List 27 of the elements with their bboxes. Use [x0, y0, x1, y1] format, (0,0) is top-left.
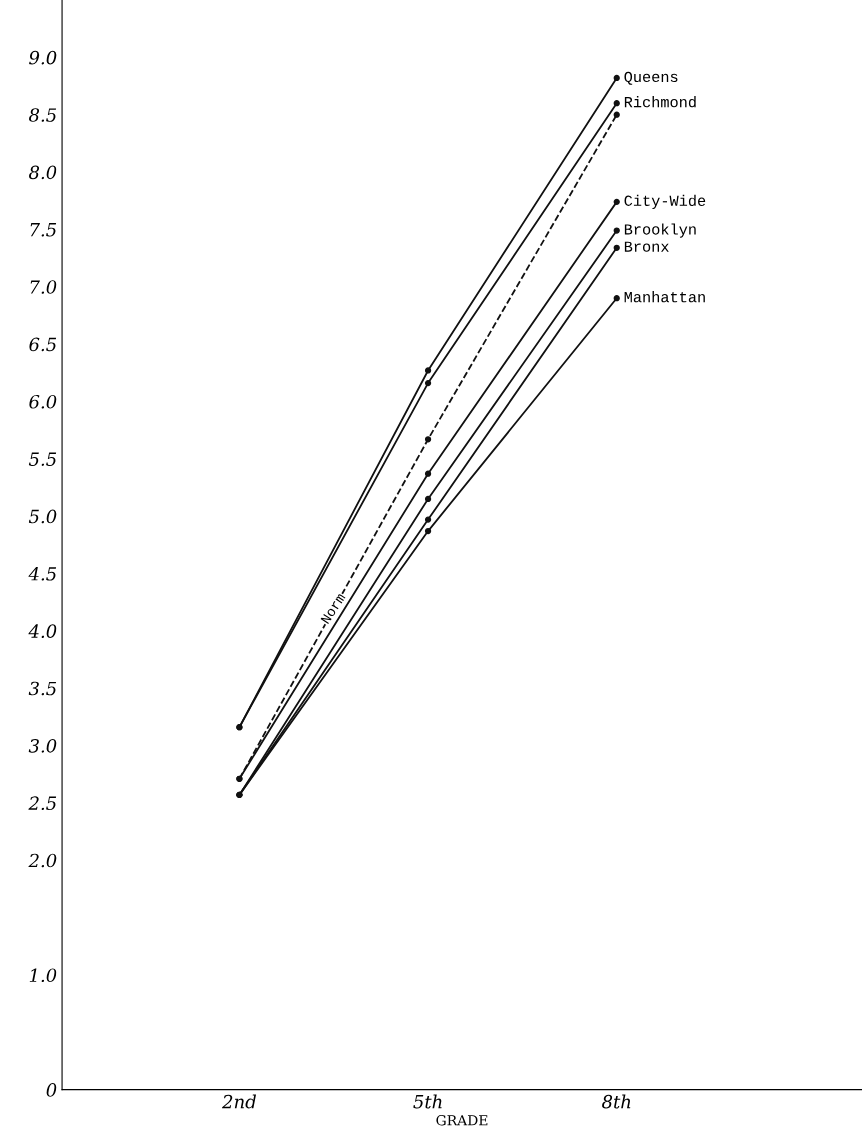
y-tick-label: 6.0	[29, 394, 57, 409]
y-tick-label: 8.0	[29, 165, 57, 180]
y-tick-label: 6.5	[29, 337, 57, 352]
y-tick-label: 4.0	[28, 624, 57, 638]
y-tick-label: 9.0	[29, 50, 57, 65]
x-tick-label: 2nd	[222, 1094, 257, 1109]
x-tick-label: 8th	[602, 1094, 631, 1109]
y-tick-label: 4.5	[28, 566, 57, 581]
y-tick-label: 7.0	[30, 280, 57, 294]
x-tick-label: 5th	[413, 1094, 442, 1109]
y-tick-label: 5.0	[28, 509, 57, 524]
series-label: Richmond	[624, 96, 696, 108]
y-tick-label: 5.5	[28, 452, 57, 466]
y-tick-label: 1.0	[29, 968, 57, 983]
series-label: Queens	[624, 71, 678, 85]
series-label: Bronx	[624, 241, 669, 252]
y-tick-label: 2.5	[28, 796, 57, 811]
x-axis-title: GRADE	[436, 1115, 488, 1126]
series-label: Manhattan	[624, 291, 705, 303]
series-label: Brooklyn	[624, 223, 696, 238]
y-tick-label: 2.0	[28, 853, 57, 868]
y-tick-label: 8.5	[29, 108, 57, 122]
y-tick-label: 0	[46, 1083, 57, 1097]
series-label: City-Wide	[624, 194, 706, 209]
y-tick-label: 7.5	[30, 223, 57, 237]
y-tick-label: 3.0	[28, 739, 57, 753]
y-tick-label: 3.5	[28, 681, 57, 696]
